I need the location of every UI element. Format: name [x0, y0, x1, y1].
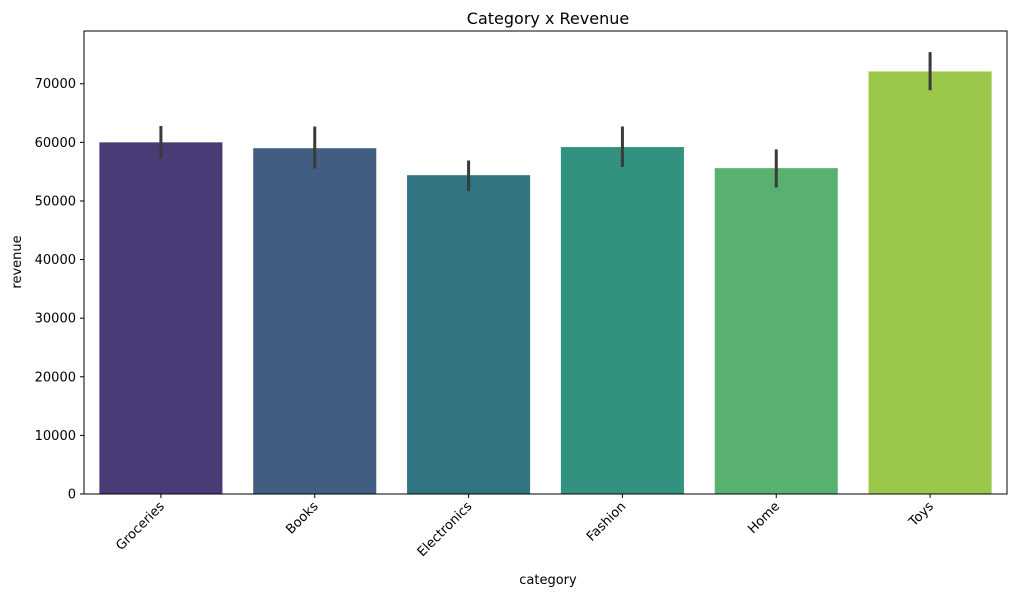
- bars-layer: [99, 71, 992, 495]
- x-tick-label: Toys: [906, 499, 937, 530]
- y-tick-label: 70000: [35, 77, 76, 92]
- y-tick-label: 10000: [35, 429, 76, 444]
- x-tick-label: Electronics: [415, 499, 476, 560]
- y-tick-label: 50000: [35, 194, 76, 209]
- y-tick-label: 20000: [35, 370, 76, 385]
- x-tick-label: Groceries: [113, 499, 168, 554]
- bar-fashion: [560, 147, 684, 495]
- x-tick-label: Fashion: [584, 499, 629, 544]
- bar-books: [253, 148, 377, 494]
- bar-toys: [868, 71, 992, 494]
- error-bars-layer: [159, 52, 932, 191]
- x-axis-title: category: [519, 573, 577, 588]
- x-tick-label: Home: [745, 499, 783, 537]
- chart-title: Category x Revenue: [467, 9, 629, 28]
- y-tick-label: 0: [68, 488, 76, 503]
- bar-electronics: [407, 175, 531, 494]
- y-axis-title: revenue: [10, 235, 25, 288]
- y-axis: 0 10000 20000 30000 40000 50000 60000 70000: [35, 77, 84, 503]
- y-tick-label: 60000: [35, 136, 76, 151]
- plot-frame: [83, 30, 1008, 495]
- x-axis: Groceries Books Electronics Fashion Home Toys: [113, 494, 937, 560]
- bar-groceries: [99, 142, 223, 494]
- y-tick-label: 40000: [35, 253, 76, 268]
- y-tick-label: 30000: [35, 312, 76, 327]
- x-tick-label: Books: [283, 499, 321, 537]
- bar-home: [714, 168, 838, 494]
